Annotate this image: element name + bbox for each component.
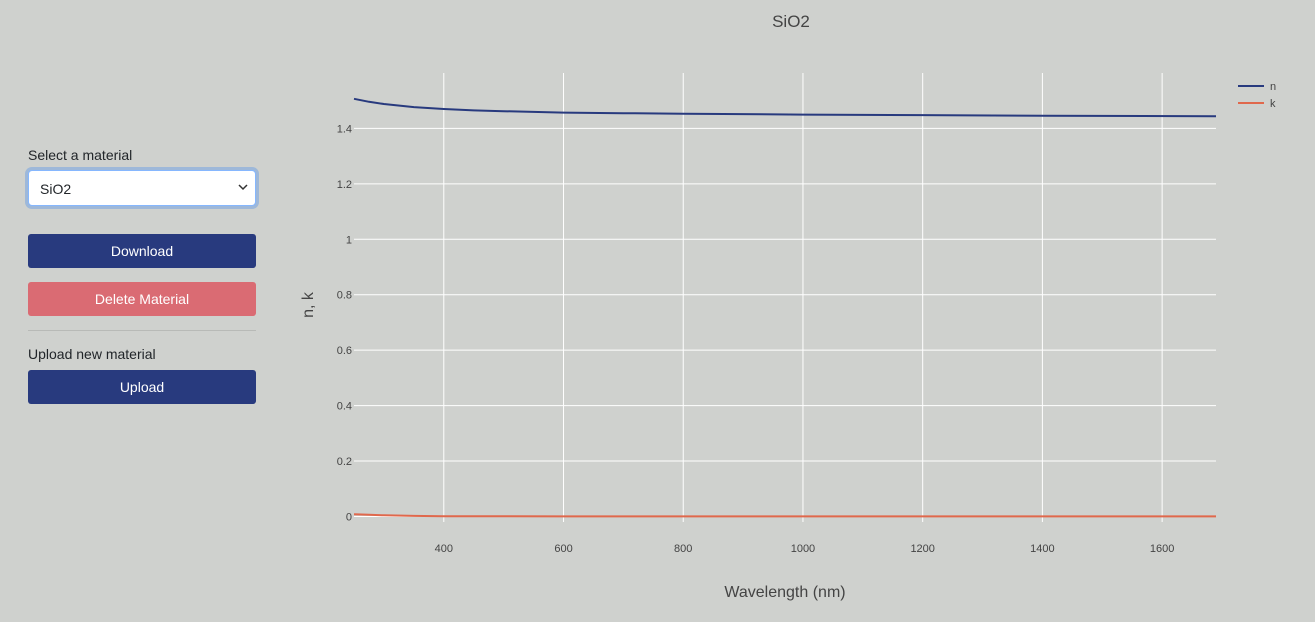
x-tick-label: 800: [674, 543, 692, 555]
series-lines: [353, 97, 1217, 518]
series-line-k: [353, 513, 1216, 518]
download-button[interactable]: Download: [28, 234, 256, 268]
upload-button[interactable]: Upload: [28, 370, 256, 404]
divider: [28, 330, 256, 331]
material-select-value: SiO2: [40, 181, 72, 197]
x-axis-label: Wavelength (nm): [724, 584, 845, 601]
material-select[interactable]: SiO2: [28, 170, 256, 206]
y-tick-labels: 0 0.2 0.4 0.6 0.8 1 1.2 1.4: [337, 123, 352, 523]
x-tick-label: 1200: [910, 543, 934, 555]
delete-material-button[interactable]: Delete Material: [28, 282, 256, 316]
y-tick-label: 0.4: [337, 401, 352, 413]
x-tick-label: 600: [554, 543, 572, 555]
x-gridlines: [443, 73, 1163, 522]
y-axis-label: n, k: [300, 291, 317, 318]
y-tick-label: 0.8: [337, 290, 352, 302]
x-tick-label: 400: [435, 543, 453, 555]
chevron-down-icon: [238, 184, 248, 191]
legend-label-k[interactable]: k: [1270, 98, 1276, 110]
x-tick-label: 1400: [1030, 543, 1054, 555]
series-line-n: [353, 97, 1217, 118]
select-material-label: Select a material: [28, 147, 133, 163]
chart-title: SiO2: [772, 12, 810, 31]
legend[interactable]: nk: [1238, 81, 1276, 110]
y-tick-label: 1.4: [337, 123, 352, 135]
x-tick-labels: 400 600 800 1000 1200 1400 1600: [435, 543, 1175, 555]
y-tick-label: 0: [346, 511, 352, 523]
y-tick-label: 0.2: [337, 456, 352, 468]
y-tick-label: 1: [346, 234, 352, 246]
x-tick-label: 1000: [791, 543, 815, 555]
upload-heading: Upload new material: [28, 346, 156, 362]
y-tick-label: 0.6: [337, 345, 352, 357]
x-tick-label: 1600: [1150, 543, 1174, 555]
y-tick-label: 1.2: [337, 179, 352, 191]
y-gridlines: [354, 127, 1216, 517]
legend-label-n[interactable]: n: [1270, 81, 1276, 93]
